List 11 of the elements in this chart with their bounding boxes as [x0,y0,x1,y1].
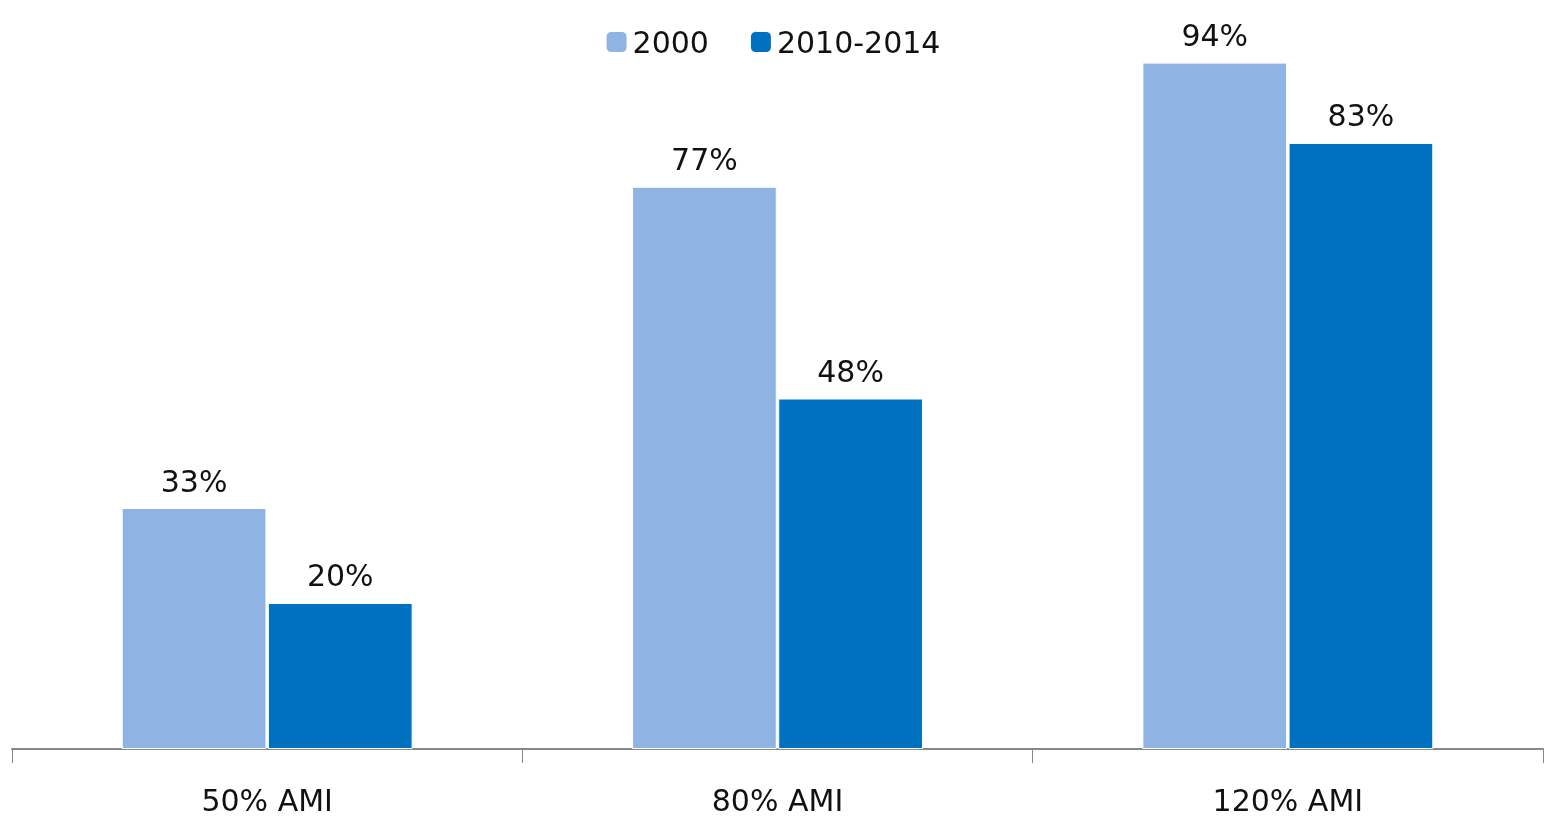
data-label: 33% [160,463,228,499]
data-label: 20% [306,558,374,594]
data-label: 48% [817,354,884,390]
x-tick-label: 50% AMI [201,782,333,818]
x-tick-label: 120% AMI [1212,782,1364,818]
x-tick-label: 80% AMI [711,782,844,818]
data-label: 94% [1181,18,1249,54]
data-label: 83% [1327,98,1395,134]
legend-label: 2010-2014 [776,24,941,60]
legend-label: 2000 [632,24,709,60]
data-label: 77% [671,142,738,178]
